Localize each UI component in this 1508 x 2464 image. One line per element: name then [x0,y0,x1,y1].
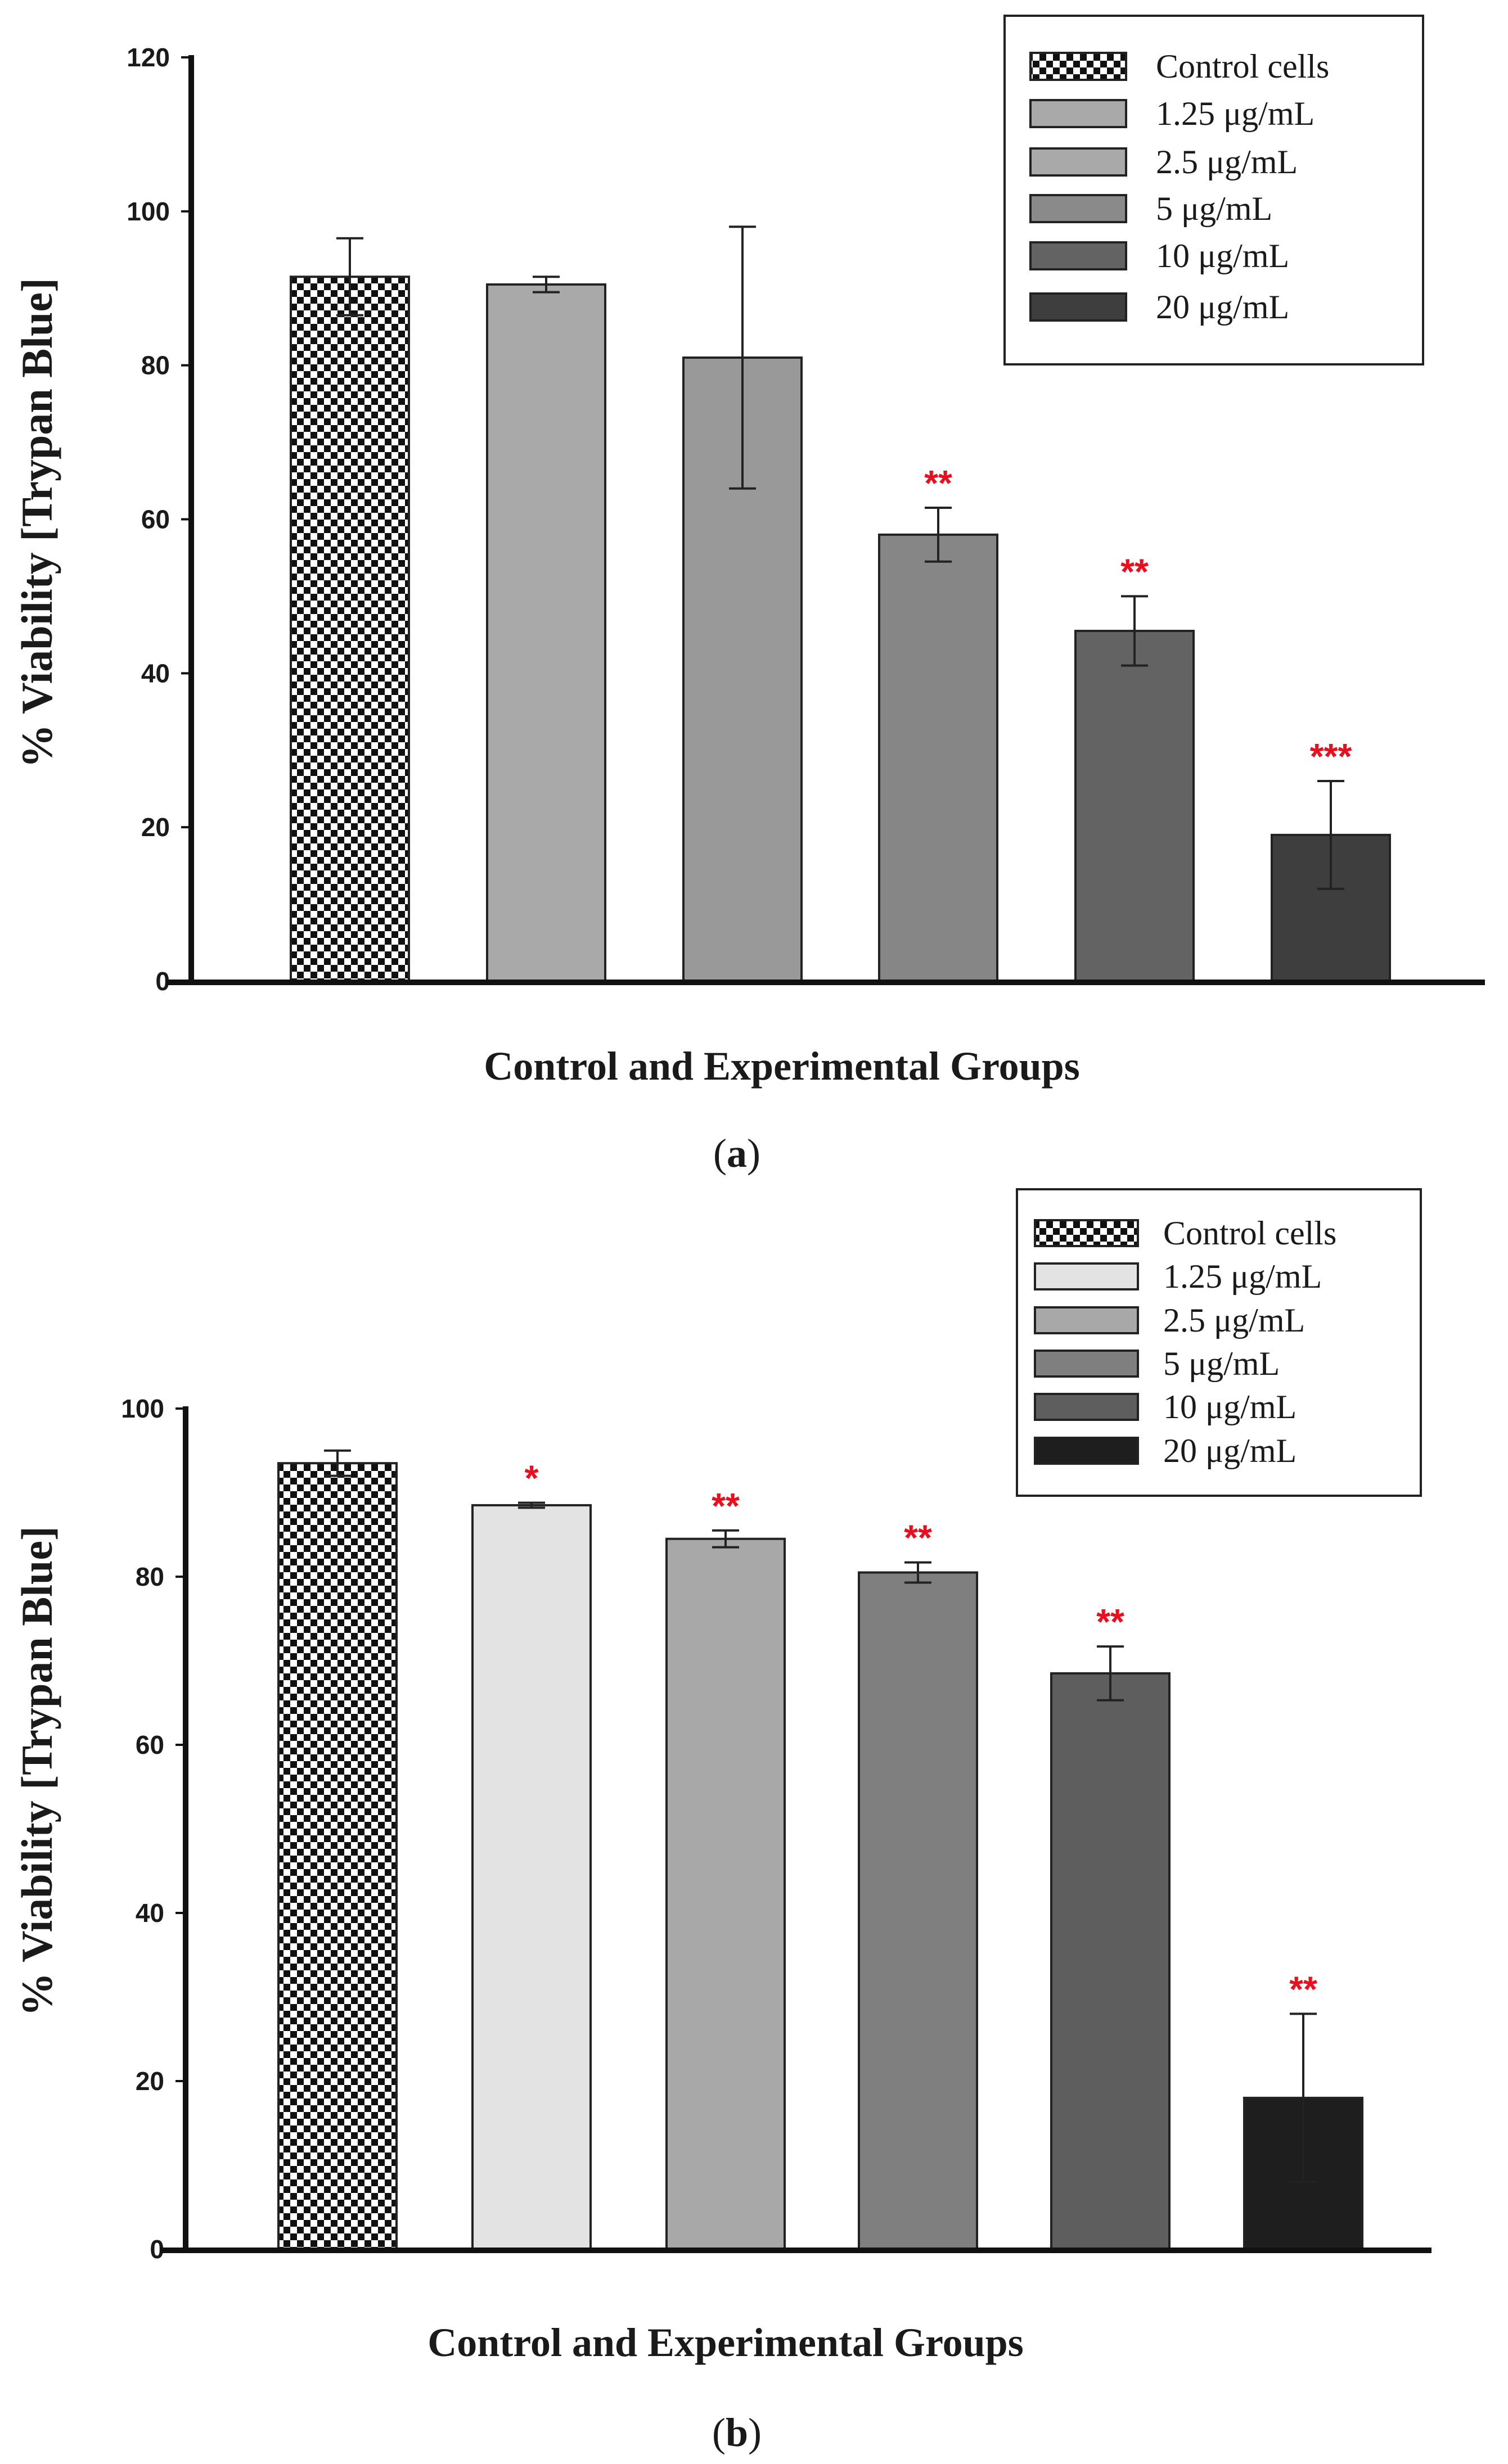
legend-label-b: 1.25 μg/mL [1163,1258,1322,1295]
legend-swatch-b [1034,1219,1139,1247]
y-tick-label-b: 60 [136,1730,164,1759]
legend-label-a: 1.25 μg/mL [1156,95,1315,132]
y-tick-label-a: 100 [127,197,170,226]
legend-swatch-b [1034,1437,1139,1465]
y-tick-label-b: 40 [136,1898,164,1928]
bar-b [471,1504,592,2250]
bar-a [878,533,998,982]
legend-swatch-a [1029,52,1127,81]
legend-swatch-b [1034,1393,1139,1421]
legend-label-a: 5 μg/mL [1156,190,1272,227]
legend-swatch-b [1034,1262,1139,1290]
legend-label-b: 2.5 μg/mL [1163,1302,1305,1339]
bar-a [1074,630,1195,982]
y-tick-label-a: 80 [141,351,170,380]
legend-swatch-a [1029,241,1127,270]
legend-swatch-a [1029,99,1127,128]
legend-label-b: 20 μg/mL [1163,1432,1297,1469]
significance-marker-b: ** [1096,1601,1124,1642]
bar-b [277,1462,398,2250]
bar-b [665,1537,786,2251]
x-axis-label-a: Control and Experimental Groups [484,1044,1079,1089]
bar-a [486,283,606,982]
significance-marker-b: ** [712,1486,740,1526]
legend-swatch-a [1029,194,1127,223]
bar-a [290,276,410,982]
panel-caption-b-letter: b [726,2410,748,2455]
y-tick-label-b: 80 [136,1562,164,1591]
y-tick-label-b: 100 [121,1394,164,1423]
panel-caption-a: (a) [713,1131,760,1176]
x-axis-label-b: Control and Experimental Groups [427,2320,1023,2365]
y-tick-label-a: 60 [141,505,170,534]
significance-marker-a: ** [1120,551,1149,592]
significance-marker-b: ** [904,1518,932,1558]
y-tick-label-a: 40 [141,658,170,688]
legend-label-a: 10 μg/mL [1156,237,1289,274]
y-tick-label-b: 20 [136,2066,164,2096]
legend-swatch-a [1029,292,1127,322]
legend-label-a: Control cells [1156,48,1329,85]
significance-marker-b: * [525,1457,539,1498]
legend-label-a: 20 μg/mL [1156,288,1289,326]
panel-caption-a-letter: a [727,1131,747,1176]
y-axis-label-a: % Viability [Trypan Blue] [12,278,61,768]
legend-swatch-a [1029,147,1127,177]
legend-label-b: Control cells [1163,1215,1336,1252]
legend-label-b: 5 μg/mL [1163,1345,1280,1382]
legend-label-a: 2.5 μg/mL [1156,143,1298,180]
significance-marker-a: *** [1310,736,1352,777]
significance-marker-a: ** [924,463,952,503]
y-tick-label-a: 120 [127,43,170,72]
bar-b [858,1571,978,2250]
y-tick-label-a: 20 [141,813,170,842]
legend-swatch-b [1034,1306,1139,1334]
legend-swatch-b [1034,1350,1139,1378]
panel-caption-b: (b) [712,2410,762,2455]
bar-b [1050,1672,1171,2250]
significance-marker-b: ** [1289,1969,1317,2009]
legend-label-b: 10 μg/mL [1163,1388,1297,1425]
y-axis-label-b: % Viability [Trypan Blue] [12,1526,61,2016]
